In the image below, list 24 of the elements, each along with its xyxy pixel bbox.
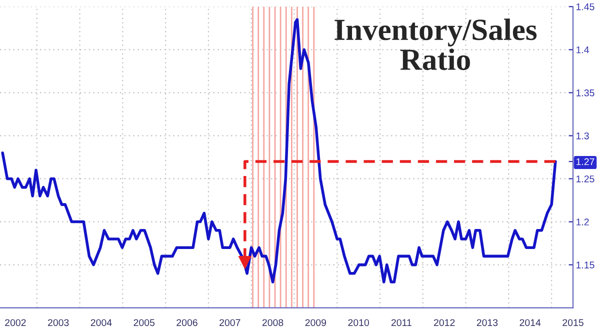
x-tick-label: 2009 — [305, 319, 326, 326]
x-tick-label: 2010 — [348, 319, 369, 326]
y-tick-label: 1.15 — [576, 262, 594, 268]
y-tick-label: 1.3 — [576, 132, 589, 140]
x-tick-label: 2013 — [476, 319, 498, 326]
y-tick-label: 1.4 — [576, 46, 590, 54]
x-tick-label: 2006 — [176, 319, 198, 326]
y-tick-label: 1.27 — [576, 158, 594, 166]
x-tick-label: 2002 — [5, 319, 26, 326]
x-tick-label: 2004 — [90, 319, 112, 326]
x-tick-label: 2011 — [391, 319, 412, 326]
x-tick-label: 2003 — [48, 319, 69, 326]
x-tick-label: 2012 — [434, 319, 455, 326]
y-tick-label: 1.35 — [576, 89, 594, 96]
text: Inventory/Sales Ratio — [334, 18, 537, 70]
x-tick-label: 2007 — [220, 319, 240, 326]
y-tick-label: 1.25 — [576, 175, 594, 182]
x-tick-label: 2005 — [134, 319, 155, 326]
line-series — [1, 18, 557, 284]
y-tick-label: 1.2 — [576, 218, 589, 226]
y-tick-label: 1.45 — [576, 3, 594, 10]
x-tick-label: 2015 — [562, 319, 584, 326]
x-tick-label: 2008 — [262, 319, 284, 326]
x-tick-label: 2014 — [520, 319, 541, 326]
